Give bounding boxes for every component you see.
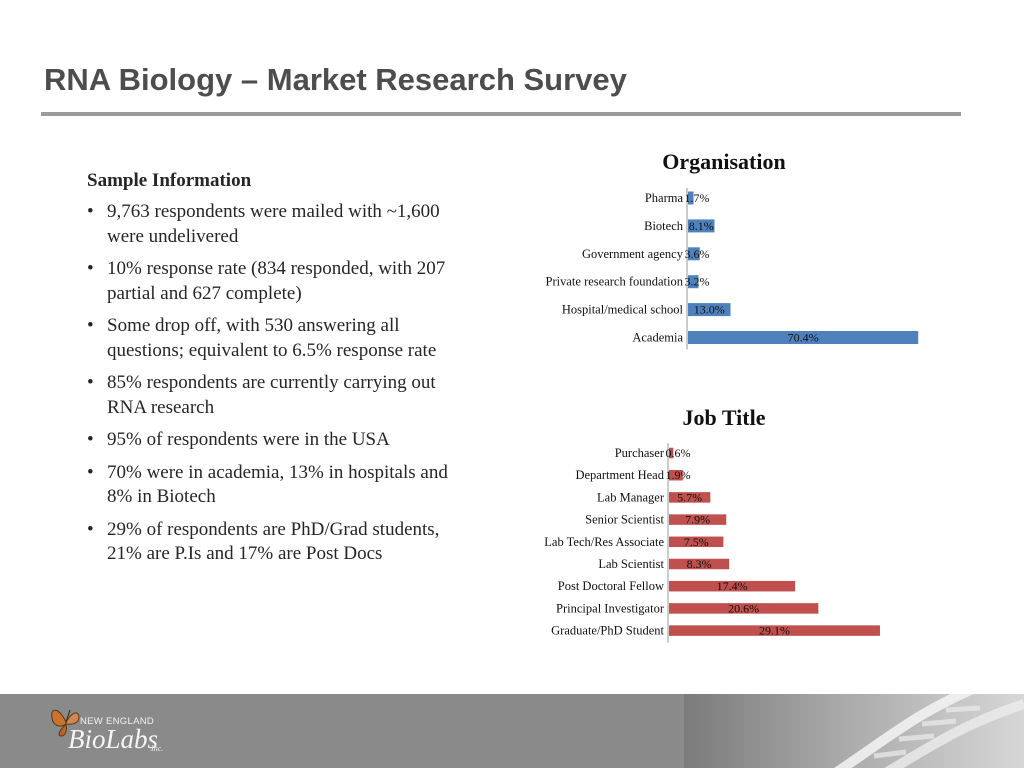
dna-helix-image xyxy=(684,694,1024,768)
category-label: Pharma xyxy=(645,191,684,205)
bar xyxy=(669,625,880,636)
category-label: Private research foundation xyxy=(546,275,684,289)
sample-info-list: • 9,763 respondents were mailed with ~1,6… xyxy=(87,200,472,567)
bullet-text: 70% were in academia, 13% in hospitals a… xyxy=(107,461,448,508)
category-label: Government agency xyxy=(582,247,684,261)
list-item: • Some drop off, with 530 answering all q… xyxy=(87,314,472,363)
logo-text-new-england: NEW ENGLAND xyxy=(80,716,155,727)
list-item: • 29% of respondents are PhD/Grad student… xyxy=(87,518,472,567)
category-label: Biotech xyxy=(644,219,684,233)
bullet-marker: • xyxy=(87,429,94,450)
sample-info-panel: Sample Information • 9,763 respondents we… xyxy=(87,170,472,575)
list-item: • 9,763 respondents were mailed with ~1,6… xyxy=(87,200,472,249)
category-label: Post Doctoral Fellow xyxy=(558,579,664,593)
chart-title: Job Title xyxy=(683,405,766,430)
bar-value-label: 29.1% xyxy=(759,624,790,638)
category-label: Principal Investigator xyxy=(556,601,665,615)
category-label: Hospital/medical school xyxy=(562,303,684,317)
bullet-marker: • xyxy=(87,518,94,540)
title-divider xyxy=(41,112,961,116)
butterfly-icon xyxy=(51,709,80,737)
neb-logo: NEW ENGLAND BioLabs Inc. xyxy=(48,704,188,762)
bullet-marker: • xyxy=(87,258,94,279)
category-label: Academia xyxy=(632,331,683,345)
bullet-marker: • xyxy=(87,372,94,393)
bar-value-label: 8.1% xyxy=(689,219,714,233)
bullet-marker: • xyxy=(87,461,94,483)
list-item: • 95% of respondents were in the USA xyxy=(87,428,472,453)
bar xyxy=(669,469,683,481)
sample-info-heading: Sample Information xyxy=(87,170,252,191)
bar xyxy=(688,275,699,289)
category-label: Department Head xyxy=(575,468,664,482)
list-item: • 70% were in academia, 13% in hospitals … xyxy=(87,461,472,510)
bullet-text: Some drop off, with 530 answering all qu… xyxy=(107,315,437,361)
logo-text-inc: Inc. xyxy=(151,744,164,753)
bar-value-label: 7.5% xyxy=(684,535,709,549)
bar-value-label: 17.4% xyxy=(717,579,748,593)
category-label: Senior Scientist xyxy=(585,513,664,527)
bullet-text: 95% of respondents were in the USA xyxy=(107,429,390,450)
bar-value-label: 7.9% xyxy=(685,513,710,527)
bar xyxy=(688,303,731,317)
category-label: Lab Scientist xyxy=(598,557,664,571)
bar xyxy=(669,447,674,459)
bar xyxy=(688,191,694,205)
chart-1: Job Title Purchaser 0.6%Department Head 1.9… xyxy=(544,405,880,643)
bar-value-label: 5.7% xyxy=(677,490,702,504)
bullet-marker: • xyxy=(87,201,94,222)
logo-text-biolabs: BioLabs xyxy=(68,724,159,754)
bar-value-label: 70.4% xyxy=(788,331,819,345)
slide-title: RNA Biology – Market Research Survey xyxy=(44,62,627,97)
bullet-text: 29% of respondents are PhD/Grad students… xyxy=(107,518,440,565)
category-label: Lab Manager xyxy=(597,490,665,504)
bar xyxy=(669,580,796,592)
bullet-marker: • xyxy=(87,315,94,336)
category-label: Lab Tech/Res Associate xyxy=(544,535,664,549)
bar xyxy=(669,536,724,548)
list-item: • 85% respondents are currently carrying … xyxy=(87,371,472,420)
bar xyxy=(669,492,711,503)
category-label: Graduate/PhD Student xyxy=(551,624,664,638)
list-item: • 10% response rate (834 responded, with … xyxy=(87,257,472,306)
bar xyxy=(669,603,819,614)
category-label: Purchaser xyxy=(615,446,665,460)
bar-value-label: 20.6% xyxy=(728,601,759,615)
bar-value-label: 0.6% xyxy=(666,446,691,460)
bar-value-label: 3.6% xyxy=(685,247,710,261)
bar xyxy=(688,247,700,261)
bar xyxy=(669,514,727,525)
bullet-text: 9,763 respondents were mailed with ~1,60… xyxy=(107,201,440,247)
bar xyxy=(669,558,730,570)
bar-value-label: 13.0% xyxy=(694,303,725,317)
bar-value-label: 1.9% xyxy=(666,468,691,482)
bar-value-label: 3.2% xyxy=(685,275,710,289)
bar xyxy=(688,219,715,233)
bullet-text: 10% response rate (834 responded, with 2… xyxy=(107,258,446,304)
bar-value-label: 1.7% xyxy=(685,191,710,205)
footer-band xyxy=(0,694,1024,768)
charts-area: Organisation Pharma 1.7%Biotech 8.1% Governm… xyxy=(544,149,919,643)
chart-0: Organisation Pharma 1.7%Biotech 8.1% Governm… xyxy=(546,149,919,350)
chart-title: Organisation xyxy=(662,149,785,174)
bar-value-label: 8.3% xyxy=(687,557,712,571)
bar xyxy=(688,331,919,344)
bullet-text: 85% respondents are currently carrying o… xyxy=(107,372,436,418)
